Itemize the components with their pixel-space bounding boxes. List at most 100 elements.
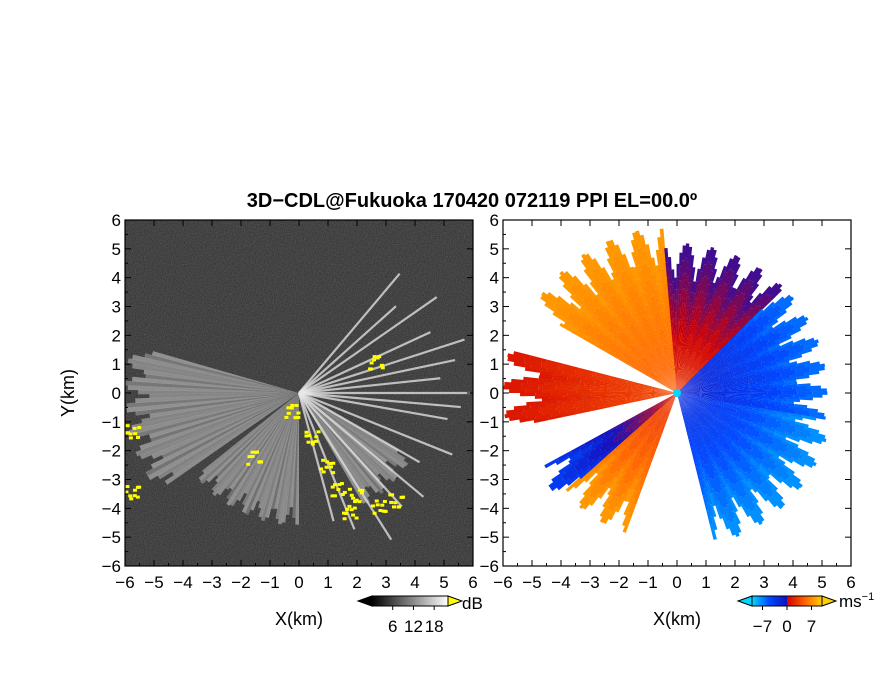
- velocity-bin: [714, 420, 728, 432]
- velocity-bin: [728, 327, 741, 340]
- velocity-bin: [741, 307, 753, 320]
- velocity-bin: [643, 339, 653, 354]
- velocity-bin: [679, 319, 682, 335]
- velocity-bin: [668, 360, 673, 378]
- velocity-bin: [748, 305, 762, 318]
- velocity-bin: [691, 397, 707, 403]
- velocity-bin: [786, 471, 801, 483]
- velocity-bin: [601, 463, 613, 476]
- velocity-bin: [731, 414, 743, 421]
- velocity-bin: [666, 406, 672, 420]
- velocity-bin: [689, 390, 702, 393]
- velocity-bin: [666, 406, 672, 421]
- velocity-bin: [580, 315, 595, 327]
- yellow-echo: [319, 467, 324, 471]
- velocity-bin: [570, 287, 585, 301]
- velocity-bin: [726, 348, 738, 358]
- velocity-bin: [752, 392, 768, 395]
- velocity-bin: [693, 419, 703, 433]
- velocity-bin: [703, 488, 710, 503]
- velocity-bin: [691, 356, 701, 369]
- velocity-bin: [710, 333, 720, 347]
- velocity-bin: [749, 454, 762, 466]
- velocity-bin: [635, 387, 650, 391]
- velocity-bin: [756, 326, 769, 336]
- velocity-bin: [719, 437, 732, 450]
- velocity-bin: [747, 401, 762, 405]
- velocity-bin: [669, 378, 677, 393]
- velocity-bin: [636, 424, 646, 434]
- velocity-bin: [762, 377, 777, 382]
- velocity-bin: [602, 293, 614, 308]
- velocity-bin: [654, 355, 663, 369]
- velocity-bin: [751, 268, 763, 283]
- yellow-echo: [336, 488, 341, 492]
- velocity-bin: [726, 483, 736, 496]
- velocity-bin: [643, 356, 655, 370]
- x-tick-label: 4: [788, 573, 797, 592]
- velocity-bin: [779, 328, 795, 338]
- velocity-bin: [668, 341, 672, 355]
- velocity-bin: [683, 330, 687, 343]
- velocity-bin: [672, 294, 676, 307]
- velocity-bin: [678, 348, 681, 364]
- velocity-bin: [720, 328, 730, 340]
- velocity-bin: [553, 379, 570, 385]
- velocity-bin: [735, 312, 746, 325]
- velocity-bin: [632, 449, 641, 462]
- velocity-bin: [597, 429, 612, 439]
- velocity-bin: [627, 267, 636, 283]
- velocity-bin: [688, 338, 694, 353]
- velocity-bin: [580, 304, 594, 317]
- velocity-bin: [603, 303, 614, 316]
- colorbar-velocity-unit-base: ms: [839, 592, 862, 611]
- velocity-bin: [622, 517, 631, 533]
- velocity-bin: [686, 261, 691, 277]
- velocity-bin: [682, 366, 689, 380]
- velocity-bin: [766, 363, 779, 370]
- velocity-bin: [736, 277, 747, 291]
- velocity-bin: [644, 394, 661, 397]
- velocity-bin: [643, 395, 661, 399]
- yellow-echo: [132, 426, 137, 430]
- velocity-bin: [701, 328, 709, 342]
- velocity-bin: [541, 291, 557, 305]
- velocity-bin: [657, 366, 668, 380]
- velocity-bin: [771, 413, 784, 419]
- velocity-bin: [779, 343, 793, 352]
- velocity-bin: [699, 406, 712, 415]
- velocity-bin: [538, 407, 557, 414]
- velocity-bin: [715, 457, 726, 472]
- velocity-bin: [714, 460, 723, 474]
- velocity-bin: [696, 359, 708, 372]
- velocity-bin: [798, 436, 813, 445]
- velocity-bin: [729, 335, 742, 346]
- velocity-bin: [630, 330, 641, 345]
- velocity-bin: [695, 338, 703, 353]
- velocity-bin: [523, 407, 541, 413]
- velocity-bin: [761, 402, 776, 407]
- velocity-bin: [786, 445, 802, 456]
- velocity-bin: [697, 323, 703, 336]
- velocity-bin: [770, 357, 786, 364]
- velocity-bin: [688, 421, 696, 437]
- velocity-bin: [691, 442, 697, 456]
- velocity-bin: [746, 334, 759, 344]
- velocity-bin: [640, 363, 654, 375]
- velocity-bin: [638, 411, 652, 422]
- velocity-bin: [674, 300, 677, 313]
- velocity-bin: [729, 384, 744, 388]
- velocity-bin: [542, 389, 560, 393]
- velocity-bin: [689, 398, 702, 404]
- velocity-bin: [669, 330, 673, 347]
- velocity-bin: [699, 305, 706, 319]
- velocity-bin: [751, 510, 763, 526]
- velocity-bin: [716, 327, 727, 340]
- velocity-bin: [555, 372, 571, 378]
- velocity-bin: [724, 285, 733, 299]
- velocity-bin: [693, 435, 701, 451]
- velocity-bin: [654, 402, 667, 412]
- echo-ray: [298, 392, 393, 541]
- y-tick-label: 3: [112, 298, 121, 317]
- velocity-bin: [675, 335, 677, 347]
